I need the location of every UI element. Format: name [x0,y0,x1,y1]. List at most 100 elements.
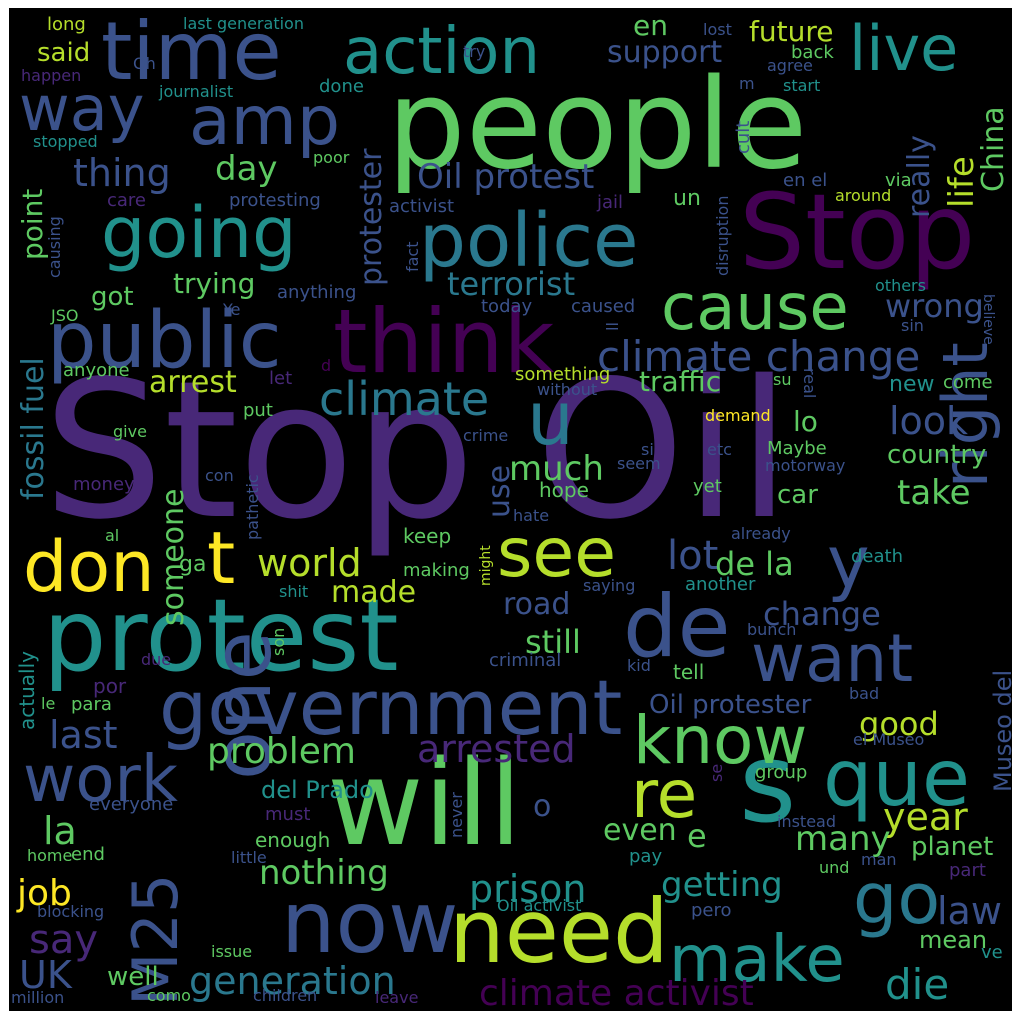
word: mean [919,926,988,954]
word: death [851,546,903,567]
word: law [937,889,1002,933]
word: e [687,817,707,855]
word: hope [539,478,589,502]
word: done [319,76,364,97]
word: ve [981,942,1003,963]
word: say [29,917,99,963]
word: caused [571,296,636,317]
word: let [269,368,293,389]
word: al [105,526,120,545]
word: try [463,42,486,61]
word: back [791,42,834,63]
word: without [537,380,598,399]
word: bad [849,684,880,703]
word: activist [389,196,455,217]
word: se [707,763,726,782]
word: climate activist [479,973,754,1012]
word: must [265,804,311,825]
word: le [41,694,56,713]
word: journalist [159,82,234,101]
word: enough [255,828,331,852]
word: children [253,986,318,1005]
word: del Prado [261,776,374,804]
word: seem [617,454,661,473]
word: son [269,627,288,656]
word: causing [45,216,64,278]
word: actually [15,651,39,730]
word: anyone [63,360,130,381]
word: arrested [417,727,576,771]
word: leave [375,988,419,1007]
word: keep [403,524,452,548]
word: making [403,560,470,581]
word: traffic [639,365,722,398]
word: amp [189,82,341,161]
word: another [685,574,756,595]
word: something [515,364,611,385]
word: need [449,880,669,983]
word: little [231,848,267,867]
word: good [859,705,939,743]
word: issue [211,942,253,961]
word: generation [189,959,396,1003]
word: kid [627,656,651,675]
word: live [849,12,959,85]
word: lost [703,20,732,39]
word: world [257,541,362,585]
word: como [147,986,191,1005]
word: instead [777,812,836,831]
word: part [949,860,986,881]
word: car [777,480,818,510]
word: action [343,15,540,89]
word: un [673,186,701,211]
word: everyone [89,794,174,815]
word: even [603,813,677,848]
word: give [113,422,147,441]
word: care [107,190,147,211]
word: s [739,719,797,847]
word: criminal [489,650,562,671]
word: t [207,516,236,600]
word: others [875,276,926,295]
word: ga [179,552,207,577]
word: con [205,466,234,485]
word: go [853,858,941,940]
word: la [43,809,77,853]
word: en [633,9,668,42]
word: Oil protester [649,690,812,720]
word: job [17,873,72,914]
word: climate change [597,332,921,381]
word: believe [980,294,996,345]
word: m [739,74,755,93]
word: people [387,53,808,197]
word: money [73,474,135,495]
word: still [525,623,581,661]
word: problem [207,731,356,772]
word: prison [469,867,587,911]
word: see [497,514,617,593]
word: para [71,694,112,715]
word: en el [783,170,828,191]
word: come [943,372,993,393]
word: lo [793,405,818,438]
word: might [478,545,494,586]
word: time [101,8,282,98]
word: sin [901,316,924,335]
word: wrong [885,287,984,325]
word: hate [513,506,550,525]
word: via [885,170,912,191]
word: planet [911,832,994,862]
word: million [11,988,65,1007]
word: got [91,282,134,312]
word: Stop Oil [43,340,791,561]
word: climate [319,372,490,426]
word: arrest [149,365,237,400]
word: think [333,290,555,393]
word: ll [602,322,621,331]
word: UK [19,953,72,997]
word: shit [279,582,309,601]
word: Ye [223,300,241,319]
word: fact [403,241,422,272]
word: lot [667,533,719,579]
word: demand [705,406,771,425]
